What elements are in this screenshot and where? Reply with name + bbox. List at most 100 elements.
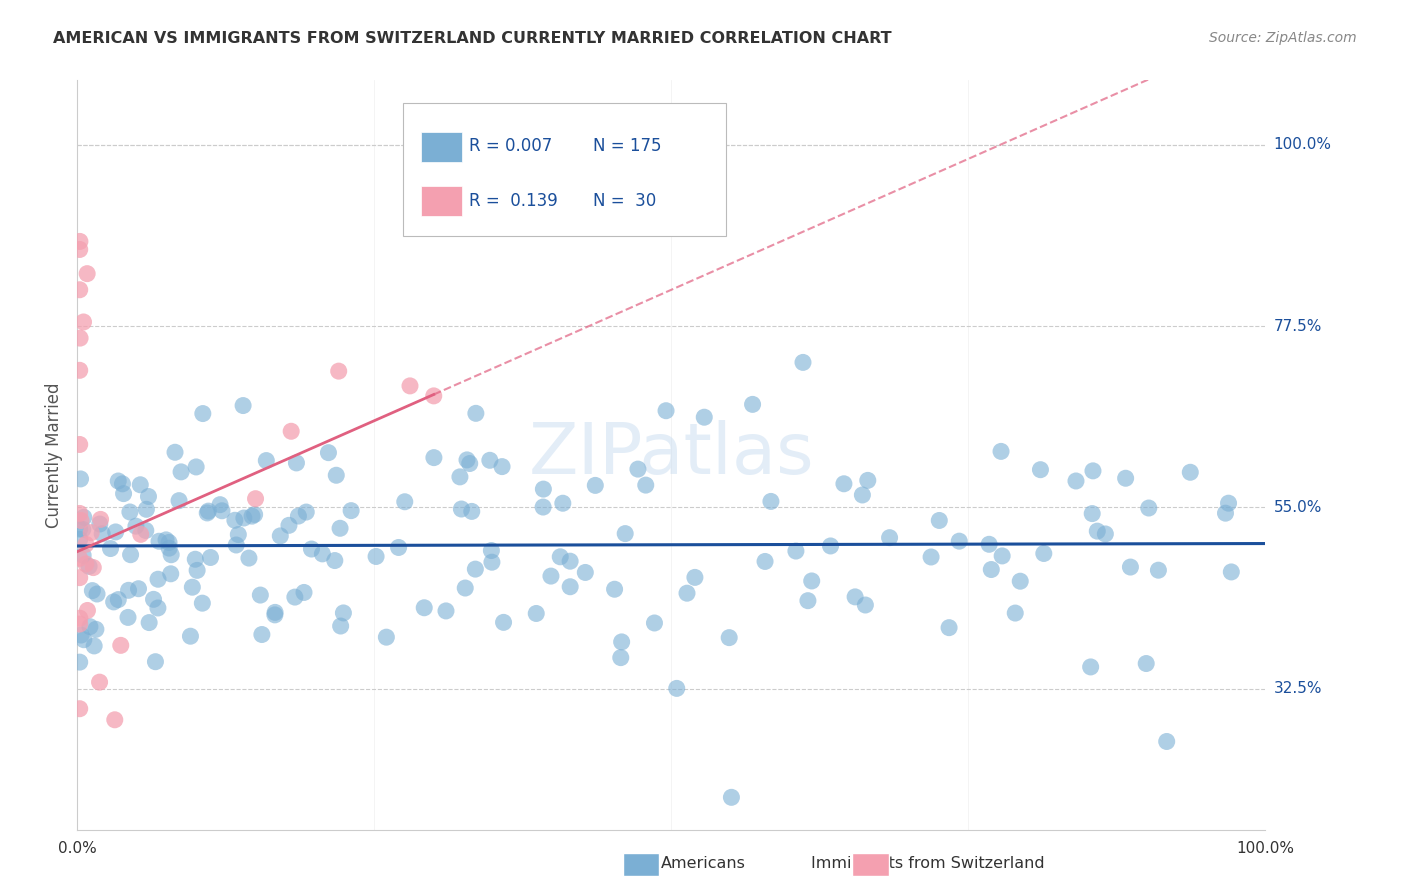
Point	[135, 502, 157, 516]
Point	[120, 548, 142, 562]
Point	[117, 610, 139, 624]
Point	[82, 583, 104, 598]
Point	[80, 525, 103, 540]
Point	[558, 554, 581, 568]
Point	[1215, 506, 1237, 520]
Point	[524, 607, 547, 621]
Point	[240, 509, 263, 524]
Point	[492, 615, 515, 630]
Point	[655, 403, 678, 417]
Point	[69, 522, 91, 536]
Text: Source: ZipAtlas.com: Source: ZipAtlas.com	[1209, 31, 1357, 45]
Point	[191, 596, 214, 610]
Point	[1032, 547, 1054, 561]
Point	[375, 630, 398, 644]
Point	[990, 444, 1012, 458]
Point	[228, 527, 250, 541]
Point	[232, 511, 254, 525]
Point	[208, 498, 231, 512]
Point	[287, 509, 309, 524]
Point	[112, 486, 135, 500]
Point	[394, 495, 416, 509]
Point	[328, 364, 350, 378]
Point	[284, 590, 307, 604]
Point	[72, 522, 94, 536]
Point	[574, 566, 596, 580]
Point	[90, 512, 112, 526]
Point	[844, 590, 866, 604]
Point	[75, 537, 97, 551]
Point	[634, 478, 657, 492]
Point	[329, 521, 352, 535]
Point	[928, 513, 950, 527]
Text: R =  0.139: R = 0.139	[470, 192, 558, 210]
Point	[583, 478, 606, 492]
Point	[792, 355, 814, 369]
Point	[423, 389, 446, 403]
Point	[104, 713, 127, 727]
Text: N =  30: N = 30	[593, 192, 657, 210]
Point	[980, 562, 1002, 576]
Point	[69, 533, 91, 547]
Point	[301, 542, 323, 557]
Point	[159, 566, 181, 581]
Point	[1029, 463, 1052, 477]
Point	[184, 552, 207, 566]
Point	[797, 593, 820, 607]
Text: ZIPatlas: ZIPatlas	[529, 420, 814, 490]
Point	[540, 569, 562, 583]
Point	[853, 598, 876, 612]
Point	[1147, 563, 1170, 577]
Point	[938, 621, 960, 635]
Point	[683, 570, 706, 584]
Point	[69, 655, 91, 669]
Point	[1115, 471, 1137, 485]
Text: 77.5%: 77.5%	[1274, 318, 1322, 334]
Point	[454, 581, 477, 595]
Point	[665, 681, 688, 696]
Point	[1004, 606, 1026, 620]
Point	[167, 493, 190, 508]
Point	[125, 519, 148, 533]
Point	[311, 547, 333, 561]
Point	[69, 283, 91, 297]
Point	[70, 514, 93, 528]
Point	[100, 541, 122, 556]
Point	[82, 560, 104, 574]
Point	[77, 559, 100, 574]
Text: R = 0.007: R = 0.007	[470, 137, 553, 155]
Point	[413, 600, 436, 615]
Text: 100.0%: 100.0%	[1274, 137, 1331, 153]
Point	[195, 506, 218, 520]
Point	[72, 315, 94, 329]
Point	[329, 619, 352, 633]
Point	[155, 533, 177, 547]
Point	[278, 518, 301, 533]
Point	[458, 457, 481, 471]
Point	[479, 543, 502, 558]
Point	[107, 592, 129, 607]
Point	[1135, 657, 1157, 671]
Point	[104, 524, 127, 539]
Point	[610, 650, 633, 665]
Point	[332, 606, 354, 620]
Point	[285, 456, 308, 470]
Point	[69, 331, 91, 345]
Point	[238, 551, 260, 566]
Text: 32.5%: 32.5%	[1274, 681, 1322, 696]
Point	[1220, 565, 1243, 579]
Point	[163, 445, 186, 459]
Point	[69, 611, 91, 625]
Point	[979, 537, 1001, 551]
Point	[103, 595, 125, 609]
Point	[69, 571, 91, 585]
Point	[449, 470, 471, 484]
Point	[138, 490, 160, 504]
Point	[423, 450, 446, 465]
Point	[91, 526, 114, 541]
Point	[69, 437, 91, 451]
Point	[481, 555, 503, 569]
Point	[820, 539, 842, 553]
Point	[69, 363, 91, 377]
Point	[200, 550, 222, 565]
